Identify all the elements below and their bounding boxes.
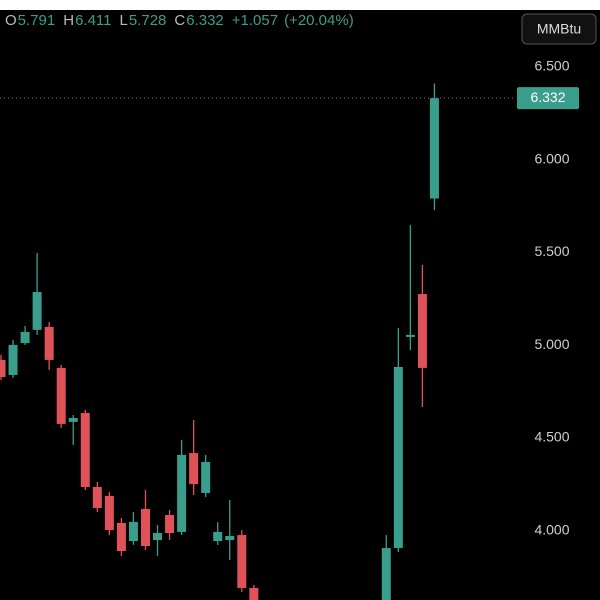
candle-body [32, 292, 42, 330]
header-item: (+20.04%) [284, 12, 354, 29]
candle-body [92, 487, 102, 508]
plot-area [0, 83, 439, 600]
header-item: C [174, 12, 185, 29]
header-item: L [120, 12, 128, 29]
candle-body [237, 535, 247, 588]
candle-body [405, 334, 415, 337]
candle-body [177, 454, 187, 532]
candle-body [44, 326, 54, 360]
header-item: O [5, 12, 17, 29]
last-price-box [517, 87, 579, 110]
candle-body [116, 523, 126, 552]
candle-body [213, 531, 223, 542]
candle-body [153, 533, 163, 541]
header-item: 5.791 [18, 12, 56, 29]
header-item: 6.332 [186, 12, 224, 29]
y-tick-label: 5.000 [534, 336, 569, 352]
y-tick-label: 6.000 [534, 150, 569, 166]
y-tick-label: 5.500 [534, 243, 569, 259]
candle-body [249, 587, 259, 600]
y-tick-label: 4.500 [534, 429, 569, 445]
candle-body [417, 294, 427, 368]
candle-body [393, 366, 403, 549]
last-price-label: 6.332 [530, 89, 565, 105]
ohlc-header: O5.791 H6.411 L5.728 C6.332 +1.057 (+20.04%) [5, 12, 354, 29]
candle-body [8, 344, 18, 375]
candle-body [20, 331, 30, 344]
unit-button[interactable] [521, 13, 597, 45]
candle-body [104, 495, 114, 531]
header-item: H [63, 12, 74, 29]
candle-body [189, 453, 199, 485]
candle-body [165, 515, 175, 534]
candle-body [201, 461, 211, 493]
candle-body [56, 367, 66, 424]
candle-body [128, 521, 138, 542]
top-strip [0, 0, 600, 10]
y-tick-label: 4.000 [534, 522, 569, 538]
candle-body [140, 508, 150, 547]
unit-label: MMBtu [537, 21, 581, 37]
candle-body [381, 548, 391, 600]
header-item: 6.411 [75, 12, 111, 29]
candle-body [0, 359, 6, 377]
header-item: +1.057 [232, 12, 278, 29]
candle-body [225, 535, 235, 541]
candle-body [68, 417, 78, 422]
header-item: 5.728 [129, 12, 167, 29]
candle-body [80, 412, 90, 488]
y-tick-label: 6.500 [534, 58, 569, 74]
candle-body [429, 98, 439, 199]
